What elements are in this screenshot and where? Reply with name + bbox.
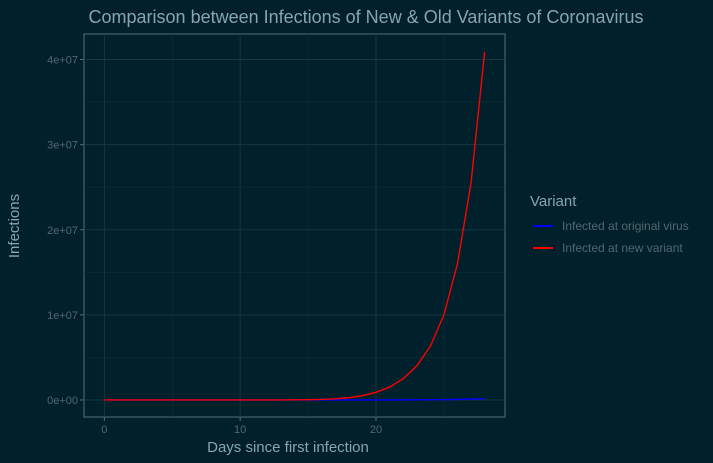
x-tick-label: 10 xyxy=(234,424,246,436)
legend: Variant Infected at original virus Infec… xyxy=(530,193,689,255)
series-lines xyxy=(104,51,486,401)
x-axis-ticks: 0 10 20 xyxy=(101,417,382,436)
legend-label-original: Infected at original virus xyxy=(562,219,689,233)
y-tick-label: 3e+07 xyxy=(47,140,78,152)
y-tick-label: 2e+07 xyxy=(47,225,78,237)
x-axis-title: Days since first infection xyxy=(207,439,369,456)
gridlines xyxy=(84,34,505,417)
legend-title: Variant xyxy=(530,193,577,210)
chart-title: Comparison between Infections of New & O… xyxy=(89,7,644,27)
y-tick-label: 0e+00 xyxy=(47,395,78,407)
y-axis-title: Infections xyxy=(6,194,23,258)
legend-label-new: Infected at new variant xyxy=(562,241,683,255)
y-tick-label: 1e+07 xyxy=(47,310,78,322)
x-tick-label: 20 xyxy=(370,424,382,436)
series-line-new xyxy=(104,51,486,401)
y-axis-ticks: 0e+00 1e+07 2e+07 3e+07 4e+07 xyxy=(47,55,84,407)
y-tick-label: 4e+07 xyxy=(47,55,78,67)
plot-panel xyxy=(83,33,506,418)
x-tick-label: 0 xyxy=(101,424,107,436)
